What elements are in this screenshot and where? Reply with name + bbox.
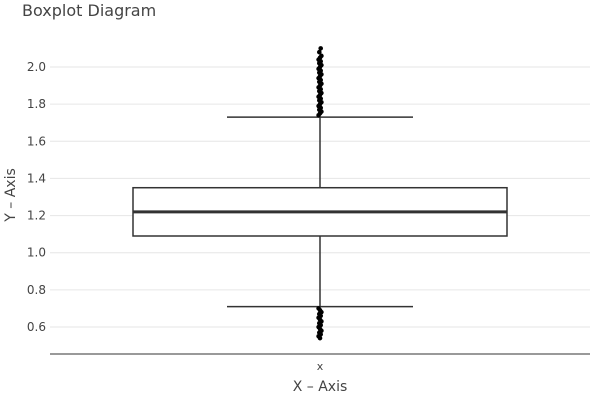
y-tick-label: 1.0: [27, 246, 46, 260]
y-tick-label: 1.2: [27, 209, 46, 223]
y-tick-labels: 0.6 0.8 1.0 1.2 1.4 1.6 1.8 2.0: [27, 60, 46, 334]
y-axis-title: Y – Axis: [3, 168, 19, 223]
y-tick-label: 1.8: [27, 97, 46, 111]
outlier-point: [318, 46, 324, 51]
outlier-point: [319, 53, 324, 59]
outlier-point: [317, 49, 322, 55]
x-category-label: x: [317, 360, 324, 373]
y-tick-label: 2.0: [27, 60, 46, 74]
outlier-points: [316, 46, 324, 341]
y-tick-label: 1.4: [27, 171, 46, 185]
y-tick-label: 0.6: [27, 320, 46, 334]
x-axis-title: X – Axis: [293, 379, 348, 395]
box-marks: [132, 116, 508, 308]
y-tick-label: 0.8: [27, 283, 46, 297]
outlier-point: [317, 335, 323, 341]
y-tick-label: 1.6: [27, 134, 46, 148]
chart-title: Boxplot Diagram: [22, 1, 156, 20]
